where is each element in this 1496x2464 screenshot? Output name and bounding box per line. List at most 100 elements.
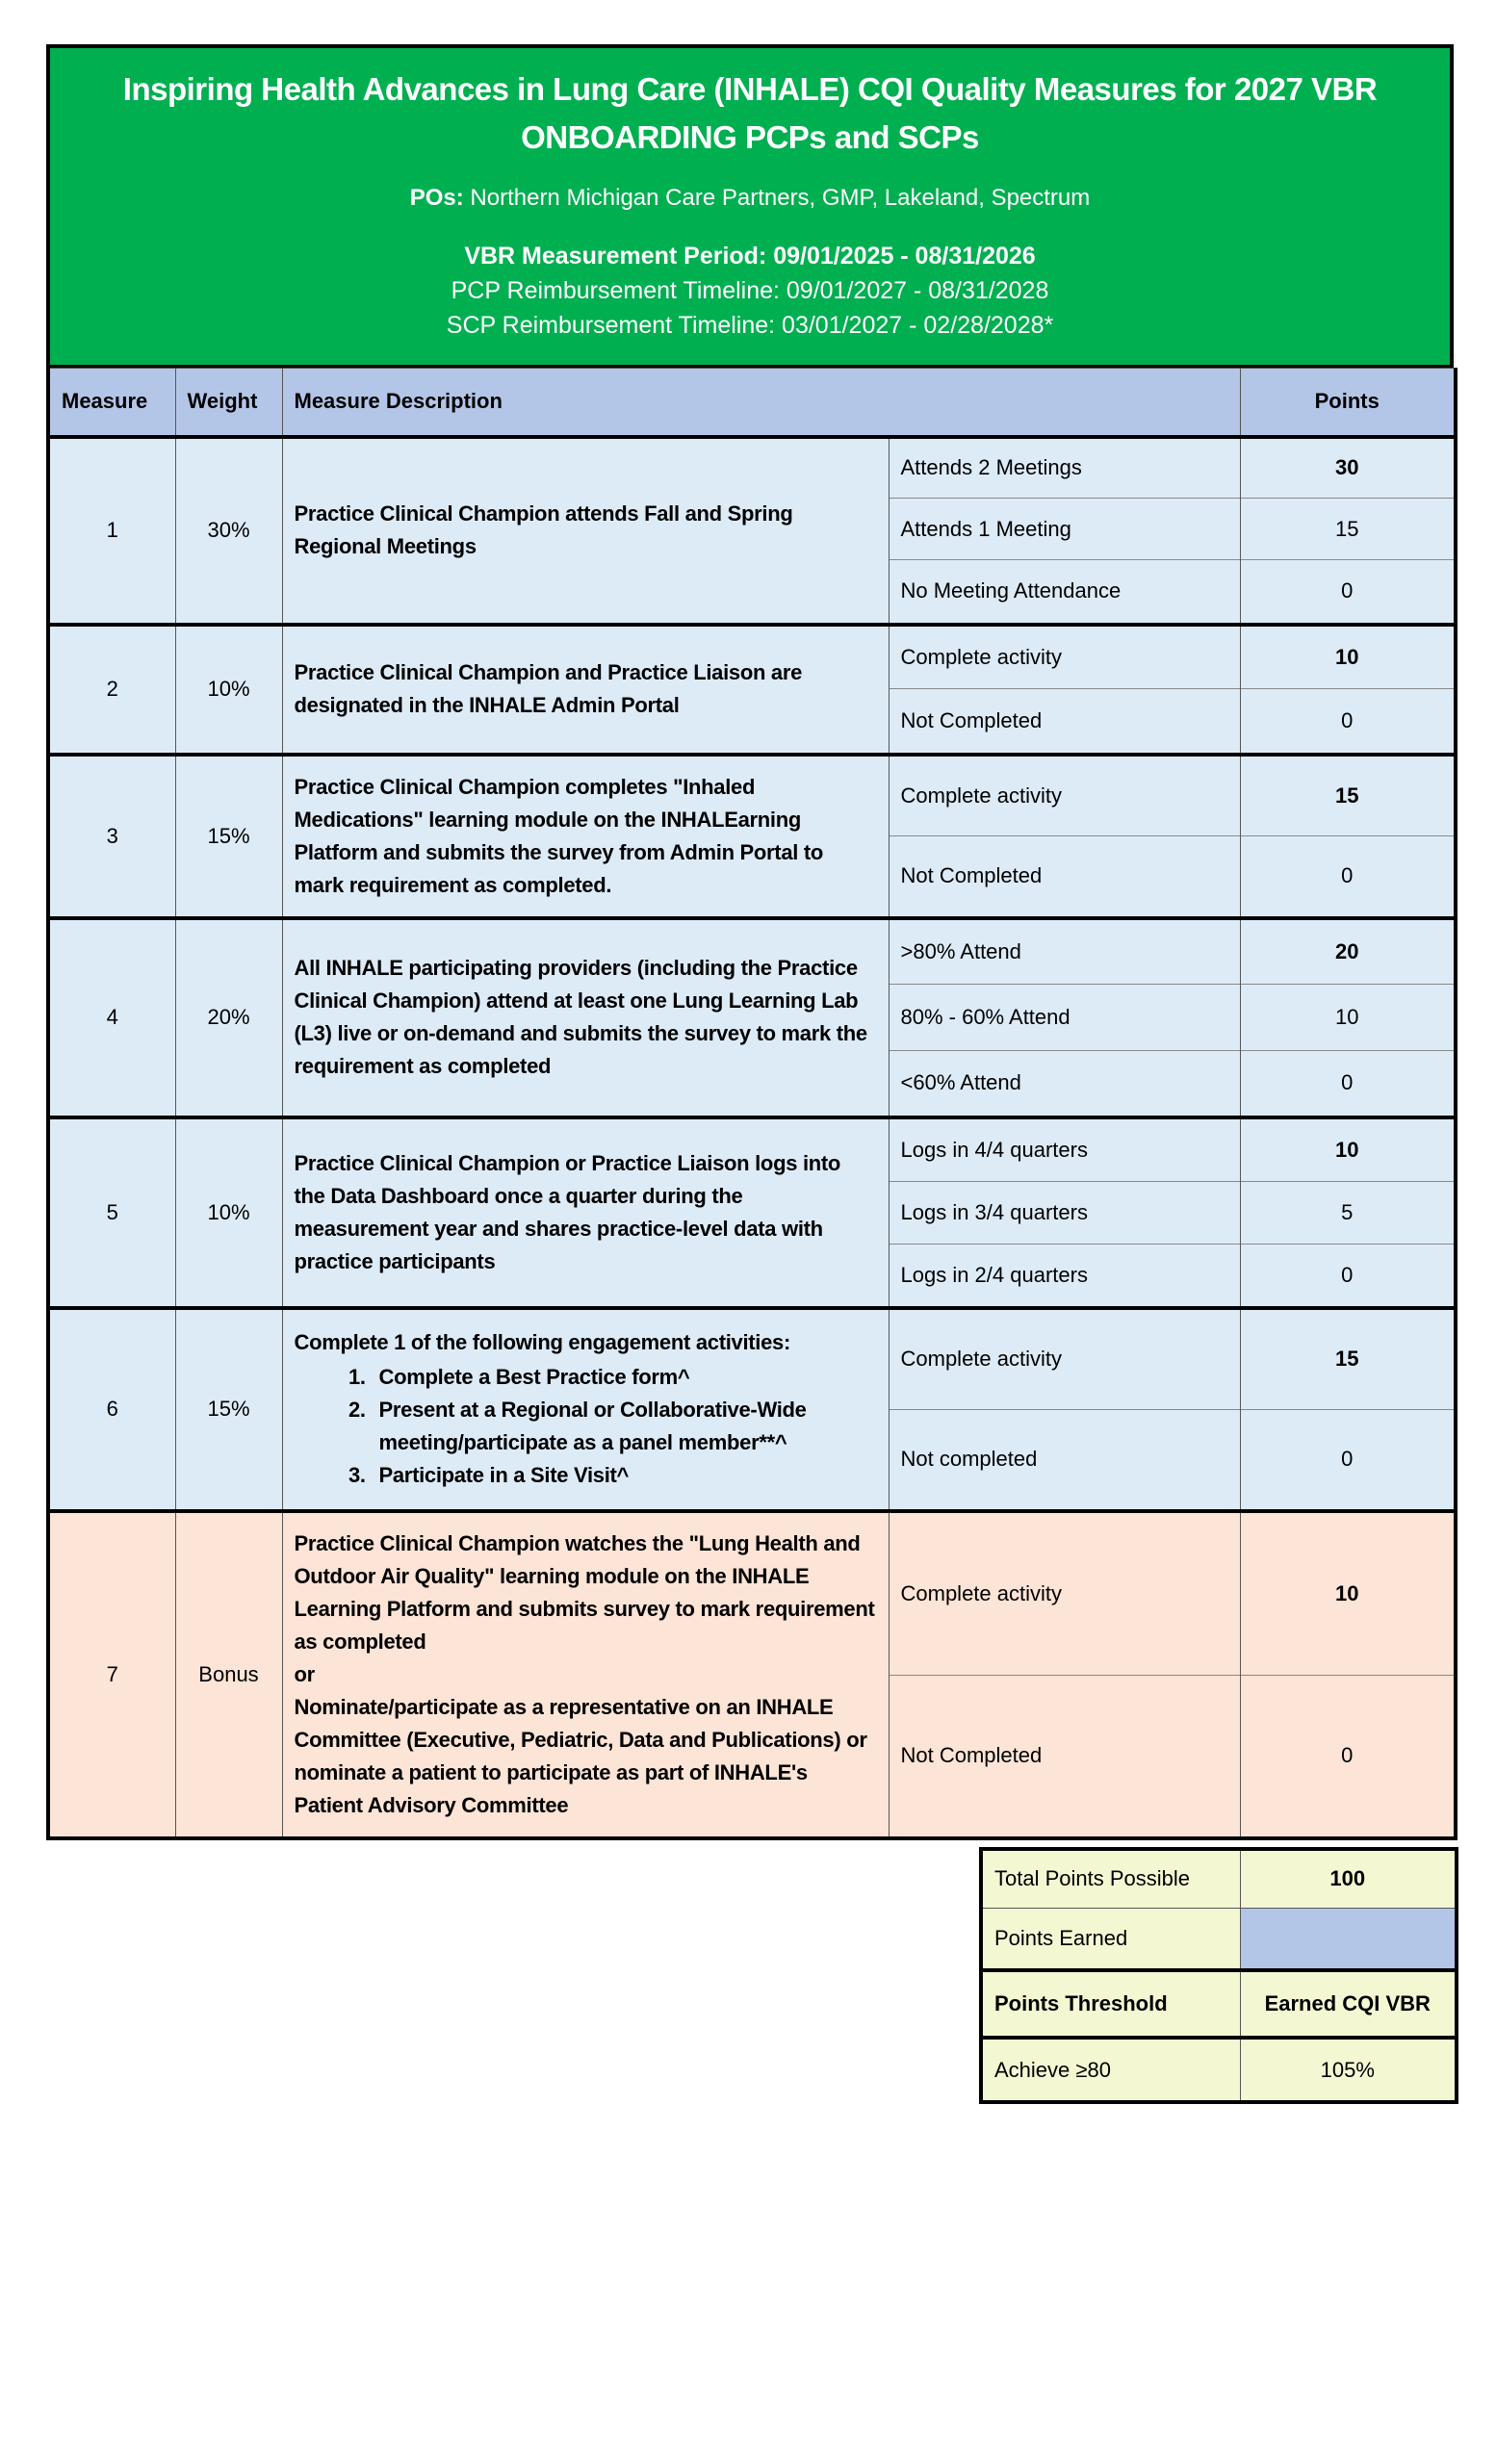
measure-row: Not completed 0 xyxy=(48,1409,1457,1511)
description-paragraph: Practice Clinical Champion completes "In… xyxy=(294,774,824,897)
option-points: 15 xyxy=(1239,1305,1457,1410)
totals-table: Total Points Possible 100 Points Earned … xyxy=(979,1847,1458,2104)
pcp-timeline: PCP Reimbursement Timeline: 09/01/2027 -… xyxy=(451,277,1049,304)
measure-description: Practice Clinical Champion or Practice L… xyxy=(281,1115,890,1308)
option-points: 10 xyxy=(1239,1508,1457,1676)
measure-weight: 30% xyxy=(174,434,283,625)
total-points-label: Total Points Possible xyxy=(980,1848,1241,1909)
option-label: 80% - 60% Attend xyxy=(888,984,1241,1051)
option-points: 0 xyxy=(1239,1244,1457,1308)
page-title: Inspiring Health Advances in Lung Care (… xyxy=(122,71,1378,155)
earned-vbr-label: Earned CQI VBR xyxy=(1239,1968,1457,2039)
measure-number: 1 xyxy=(47,434,176,625)
option-points: 10 xyxy=(1239,1115,1457,1182)
option-label: Not Completed xyxy=(888,1675,1241,1838)
measure-weight: 10% xyxy=(174,622,283,755)
po-label: POs: xyxy=(409,185,464,211)
threshold-row: Achieve ≥80 105% xyxy=(980,2036,1457,2103)
option-label: <60% Attend xyxy=(888,1050,1241,1117)
option-points: 30 xyxy=(1239,434,1457,499)
option-label: Complete activity xyxy=(888,1305,1241,1410)
measures-table: Measure Weight Measure Description Point… xyxy=(46,368,1457,1840)
measure-row: <60% Attend 0 xyxy=(48,1050,1457,1117)
measure-description: Complete 1 of the following engagement a… xyxy=(281,1305,890,1511)
measure-row: 7 Bonus Practice Clinical Champion watches… xyxy=(47,1508,1457,1838)
column-header-row: Measure Weight Measure Description Point… xyxy=(47,368,1457,439)
measure-description: All INHALE participating providers (incl… xyxy=(281,915,890,1117)
quality-measures-sheet: Inspiring Health Advances in Lung Care (… xyxy=(46,44,1458,2104)
option-points: 15 xyxy=(1239,752,1457,836)
measure-row: 80% - 60% Attend 10 xyxy=(48,984,1457,1051)
option-points: 15 xyxy=(1239,498,1457,560)
points-threshold-label: Points Threshold xyxy=(980,1968,1241,2039)
description-paragraph: Practice Clinical Champion watches the "… xyxy=(294,1530,875,1654)
option-label: >80% Attend xyxy=(888,915,1241,985)
measure-number: 4 xyxy=(47,915,176,1117)
option-label: Logs in 4/4 quarters xyxy=(888,1115,1241,1182)
measure-row: Attends 1 Meeting 15 xyxy=(48,498,1457,560)
column-header-measure: Measure xyxy=(47,368,176,439)
description-paragraph: Practice Clinical Champion and Practice … xyxy=(294,660,803,717)
column-header-description: Measure Description xyxy=(281,368,1241,439)
measure-row: 6 15% Complete 1 of the following engageme… xyxy=(47,1305,1457,1511)
column-header-points: Points xyxy=(1239,368,1457,439)
measure-row: 4 20% All INHALE participating providers (… xyxy=(47,915,1457,1117)
measure-number: 6 xyxy=(47,1305,176,1511)
achieve-threshold: Achieve ≥80 xyxy=(980,2036,1241,2103)
measure-description: Practice Clinical Champion and Practice … xyxy=(281,622,890,755)
option-points: 5 xyxy=(1239,1181,1457,1245)
points-earned-input[interactable] xyxy=(1239,1907,1457,1971)
option-label: Not Completed xyxy=(888,835,1241,918)
earned-vbr-value: 105% xyxy=(1239,2036,1457,2103)
measure-row: 1 30% Practice Clinical Champion attends F… xyxy=(47,434,1457,625)
activity-list-item: Participate in a Site Visit^ xyxy=(372,1459,877,1492)
points-earned-row: Points Earned xyxy=(980,1907,1457,1971)
measure-row: No Meeting Attendance 0 xyxy=(48,559,1457,625)
option-points: 0 xyxy=(1239,1050,1457,1117)
measure-row: 3 15% Practice Clinical Champion completes… xyxy=(47,752,1457,918)
points-earned-label: Points Earned xyxy=(980,1907,1241,1971)
option-label: Not Completed xyxy=(888,688,1241,755)
scp-timeline: SCP Reimbursement Timeline: 03/01/2027 -… xyxy=(446,312,1054,339)
total-points-value: 100 xyxy=(1239,1848,1457,1909)
description-paragraph: or xyxy=(294,1661,316,1686)
option-label: Attends 1 Meeting xyxy=(888,498,1241,560)
measure-number: 5 xyxy=(47,1115,176,1308)
option-points: 0 xyxy=(1239,835,1457,918)
activity-list-item: Present at a Regional or Collaborative-W… xyxy=(372,1394,877,1459)
measure-weight: 10% xyxy=(174,1115,283,1308)
description-paragraph: Practice Clinical Champion or Practice L… xyxy=(294,1150,841,1273)
measure-row: Not Completed 0 xyxy=(48,688,1457,755)
option-label: Complete activity xyxy=(888,622,1241,689)
description-paragraph: All INHALE participating providers (incl… xyxy=(294,956,868,1078)
measure-weight: 15% xyxy=(174,1305,283,1511)
description-paragraph: Complete 1 of the following engagement a… xyxy=(294,1330,791,1354)
total-points-row: Total Points Possible 100 xyxy=(980,1848,1457,1909)
measure-row: Logs in 3/4 quarters 5 xyxy=(48,1181,1457,1245)
measure-number: 7 xyxy=(47,1508,176,1838)
po-list: POs: Northern Michigan Care Partners, GM… xyxy=(50,185,1450,212)
measure-weight: 20% xyxy=(174,915,283,1117)
option-points: 0 xyxy=(1239,1409,1457,1511)
option-label: No Meeting Attendance xyxy=(888,559,1241,625)
option-label: Logs in 3/4 quarters xyxy=(888,1181,1241,1245)
option-points: 0 xyxy=(1239,1675,1457,1838)
option-label: Not completed xyxy=(888,1409,1241,1511)
po-value: Northern Michigan Care Partners, GMP, La… xyxy=(470,185,1091,211)
option-points: 0 xyxy=(1239,559,1457,625)
option-label: Complete activity xyxy=(888,752,1241,836)
measure-description: Practice Clinical Champion completes "In… xyxy=(281,752,890,918)
measure-number: 3 xyxy=(47,752,176,918)
measurement-period: VBR Measurement Period: 09/01/2025 - 08/… xyxy=(464,243,1036,270)
measure-row: 2 10% Practice Clinical Champion and Pract… xyxy=(47,622,1457,755)
threshold-header-row: Points Threshold Earned CQI VBR xyxy=(980,1968,1457,2039)
activity-list: Complete a Best Practice form^Present at… xyxy=(295,1361,877,1492)
measure-description: Practice Clinical Champion attends Fall … xyxy=(281,434,890,625)
option-label: Attends 2 Meetings xyxy=(888,434,1241,499)
option-label: Complete activity xyxy=(888,1508,1241,1676)
header-banner: Inspiring Health Advances in Lung Care (… xyxy=(46,44,1454,368)
description-paragraph: Practice Clinical Champion attends Fall … xyxy=(294,501,793,558)
option-points: 0 xyxy=(1239,688,1457,755)
activity-list-item: Complete a Best Practice form^ xyxy=(372,1361,877,1394)
measure-weight: 15% xyxy=(174,752,283,918)
